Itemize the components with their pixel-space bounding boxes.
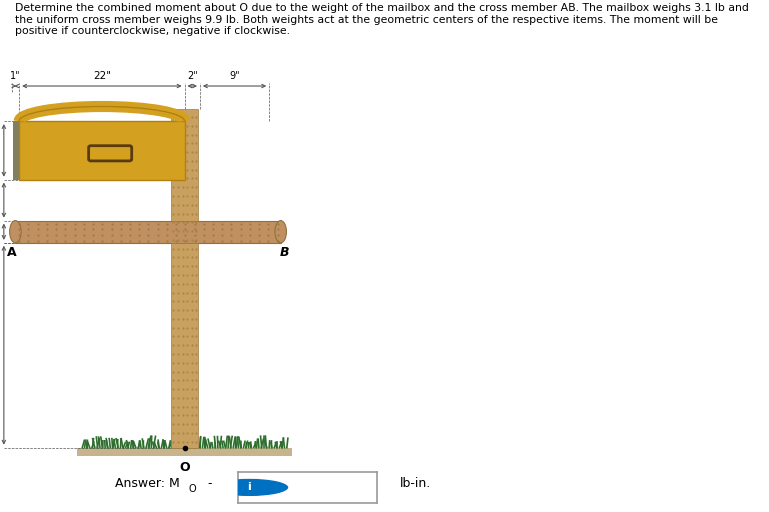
Text: 9": 9" [229, 71, 240, 81]
Bar [171, 243, 198, 447]
Ellipse shape [275, 221, 286, 243]
Text: i: i [248, 482, 251, 493]
Text: 22": 22" [93, 71, 111, 81]
Ellipse shape [9, 221, 22, 243]
Circle shape [211, 479, 288, 496]
Bar [77, 447, 292, 456]
Text: lb-in.: lb-in. [400, 477, 431, 490]
Text: 1": 1" [10, 71, 21, 81]
Bar [15, 221, 281, 243]
Text: -: - [204, 477, 212, 490]
Text: 2": 2" [187, 71, 198, 81]
Text: A: A [7, 246, 16, 259]
Bar [171, 110, 198, 221]
Text: Determine the combined moment about O due to the weight of the mailbox and the c: Determine the combined moment about O du… [15, 3, 749, 36]
Bar [13, 121, 19, 180]
Text: B: B [280, 246, 289, 259]
Text: O: O [179, 460, 190, 474]
Text: O: O [188, 484, 196, 494]
Bar [19, 121, 185, 180]
Text: Answer: M: Answer: M [115, 477, 180, 490]
